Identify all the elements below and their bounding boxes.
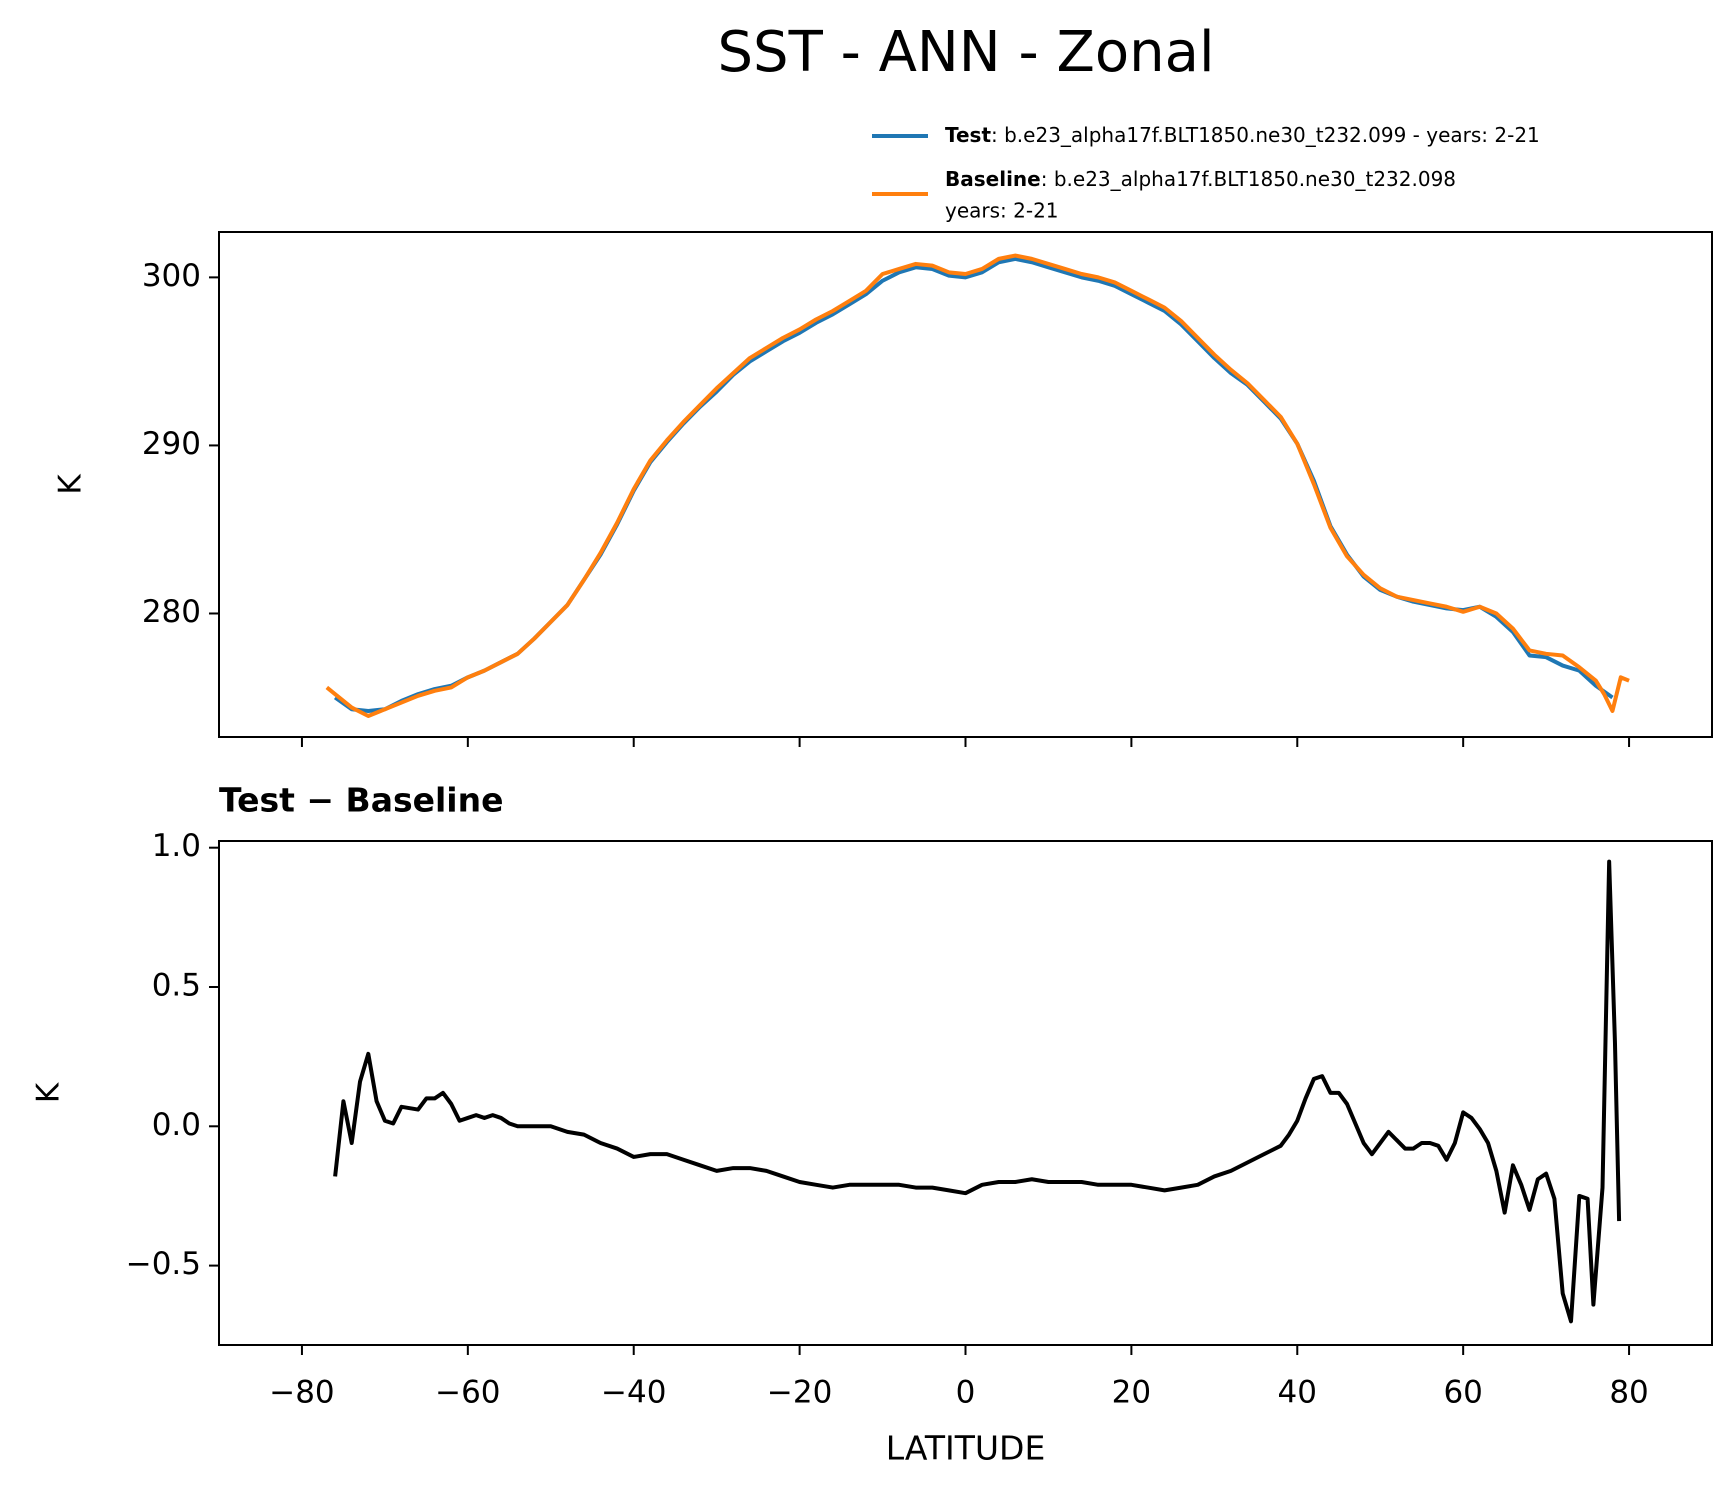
x-tick-label: 80 bbox=[1609, 1375, 1648, 1411]
y-tick-label: 0.5 bbox=[152, 967, 201, 1003]
legend-text: Test: b.e23_alpha17f.BLT1850.ne30_t232.0… bbox=[945, 123, 1540, 147]
legend-text: Baseline: b.e23_alpha17f.BLT1850.ne30_t2… bbox=[945, 167, 1456, 191]
axes-frame bbox=[218, 231, 1713, 738]
data-line bbox=[325, 253, 1630, 718]
legend-label: : b.e23_alpha17f.BLT1850.ne30_t232.098 bbox=[1041, 167, 1456, 191]
x-tick-label: −60 bbox=[435, 1375, 500, 1411]
y-axis-label: K bbox=[53, 474, 89, 495]
legend-name: Baseline bbox=[945, 167, 1041, 191]
x-axis-label: LATITUDE bbox=[886, 1429, 1046, 1468]
axes-frame bbox=[218, 840, 1713, 1346]
x-tick-label: 60 bbox=[1443, 1375, 1482, 1411]
y-tick-label: 0.0 bbox=[152, 1107, 201, 1143]
legend-name: Test bbox=[945, 123, 991, 147]
x-tick-label: 0 bbox=[956, 1375, 976, 1411]
x-tick-label: 20 bbox=[1112, 1375, 1151, 1411]
y-tick-label: 290 bbox=[142, 426, 201, 462]
y-tick-label: 1.0 bbox=[152, 828, 201, 864]
x-tick-label: −40 bbox=[601, 1375, 666, 1411]
data-line bbox=[333, 859, 1622, 1324]
x-tick-label: −20 bbox=[767, 1375, 832, 1411]
figure-title: SST - ANN - Zonal bbox=[718, 20, 1215, 85]
x-tick-label: 40 bbox=[1278, 1375, 1317, 1411]
y-tick-label: 300 bbox=[142, 258, 201, 294]
y-tick-label: 280 bbox=[142, 594, 201, 630]
panel-title: Test − Baseline bbox=[219, 781, 504, 820]
y-axis-label: K bbox=[31, 1082, 67, 1103]
legend-label: years: 2-21 bbox=[945, 199, 1059, 223]
legend-label: : b.e23_alpha17f.BLT1850.ne30_t232.099 -… bbox=[991, 123, 1540, 147]
y-tick-label: −0.5 bbox=[126, 1246, 201, 1282]
x-tick-label: −80 bbox=[269, 1375, 334, 1411]
